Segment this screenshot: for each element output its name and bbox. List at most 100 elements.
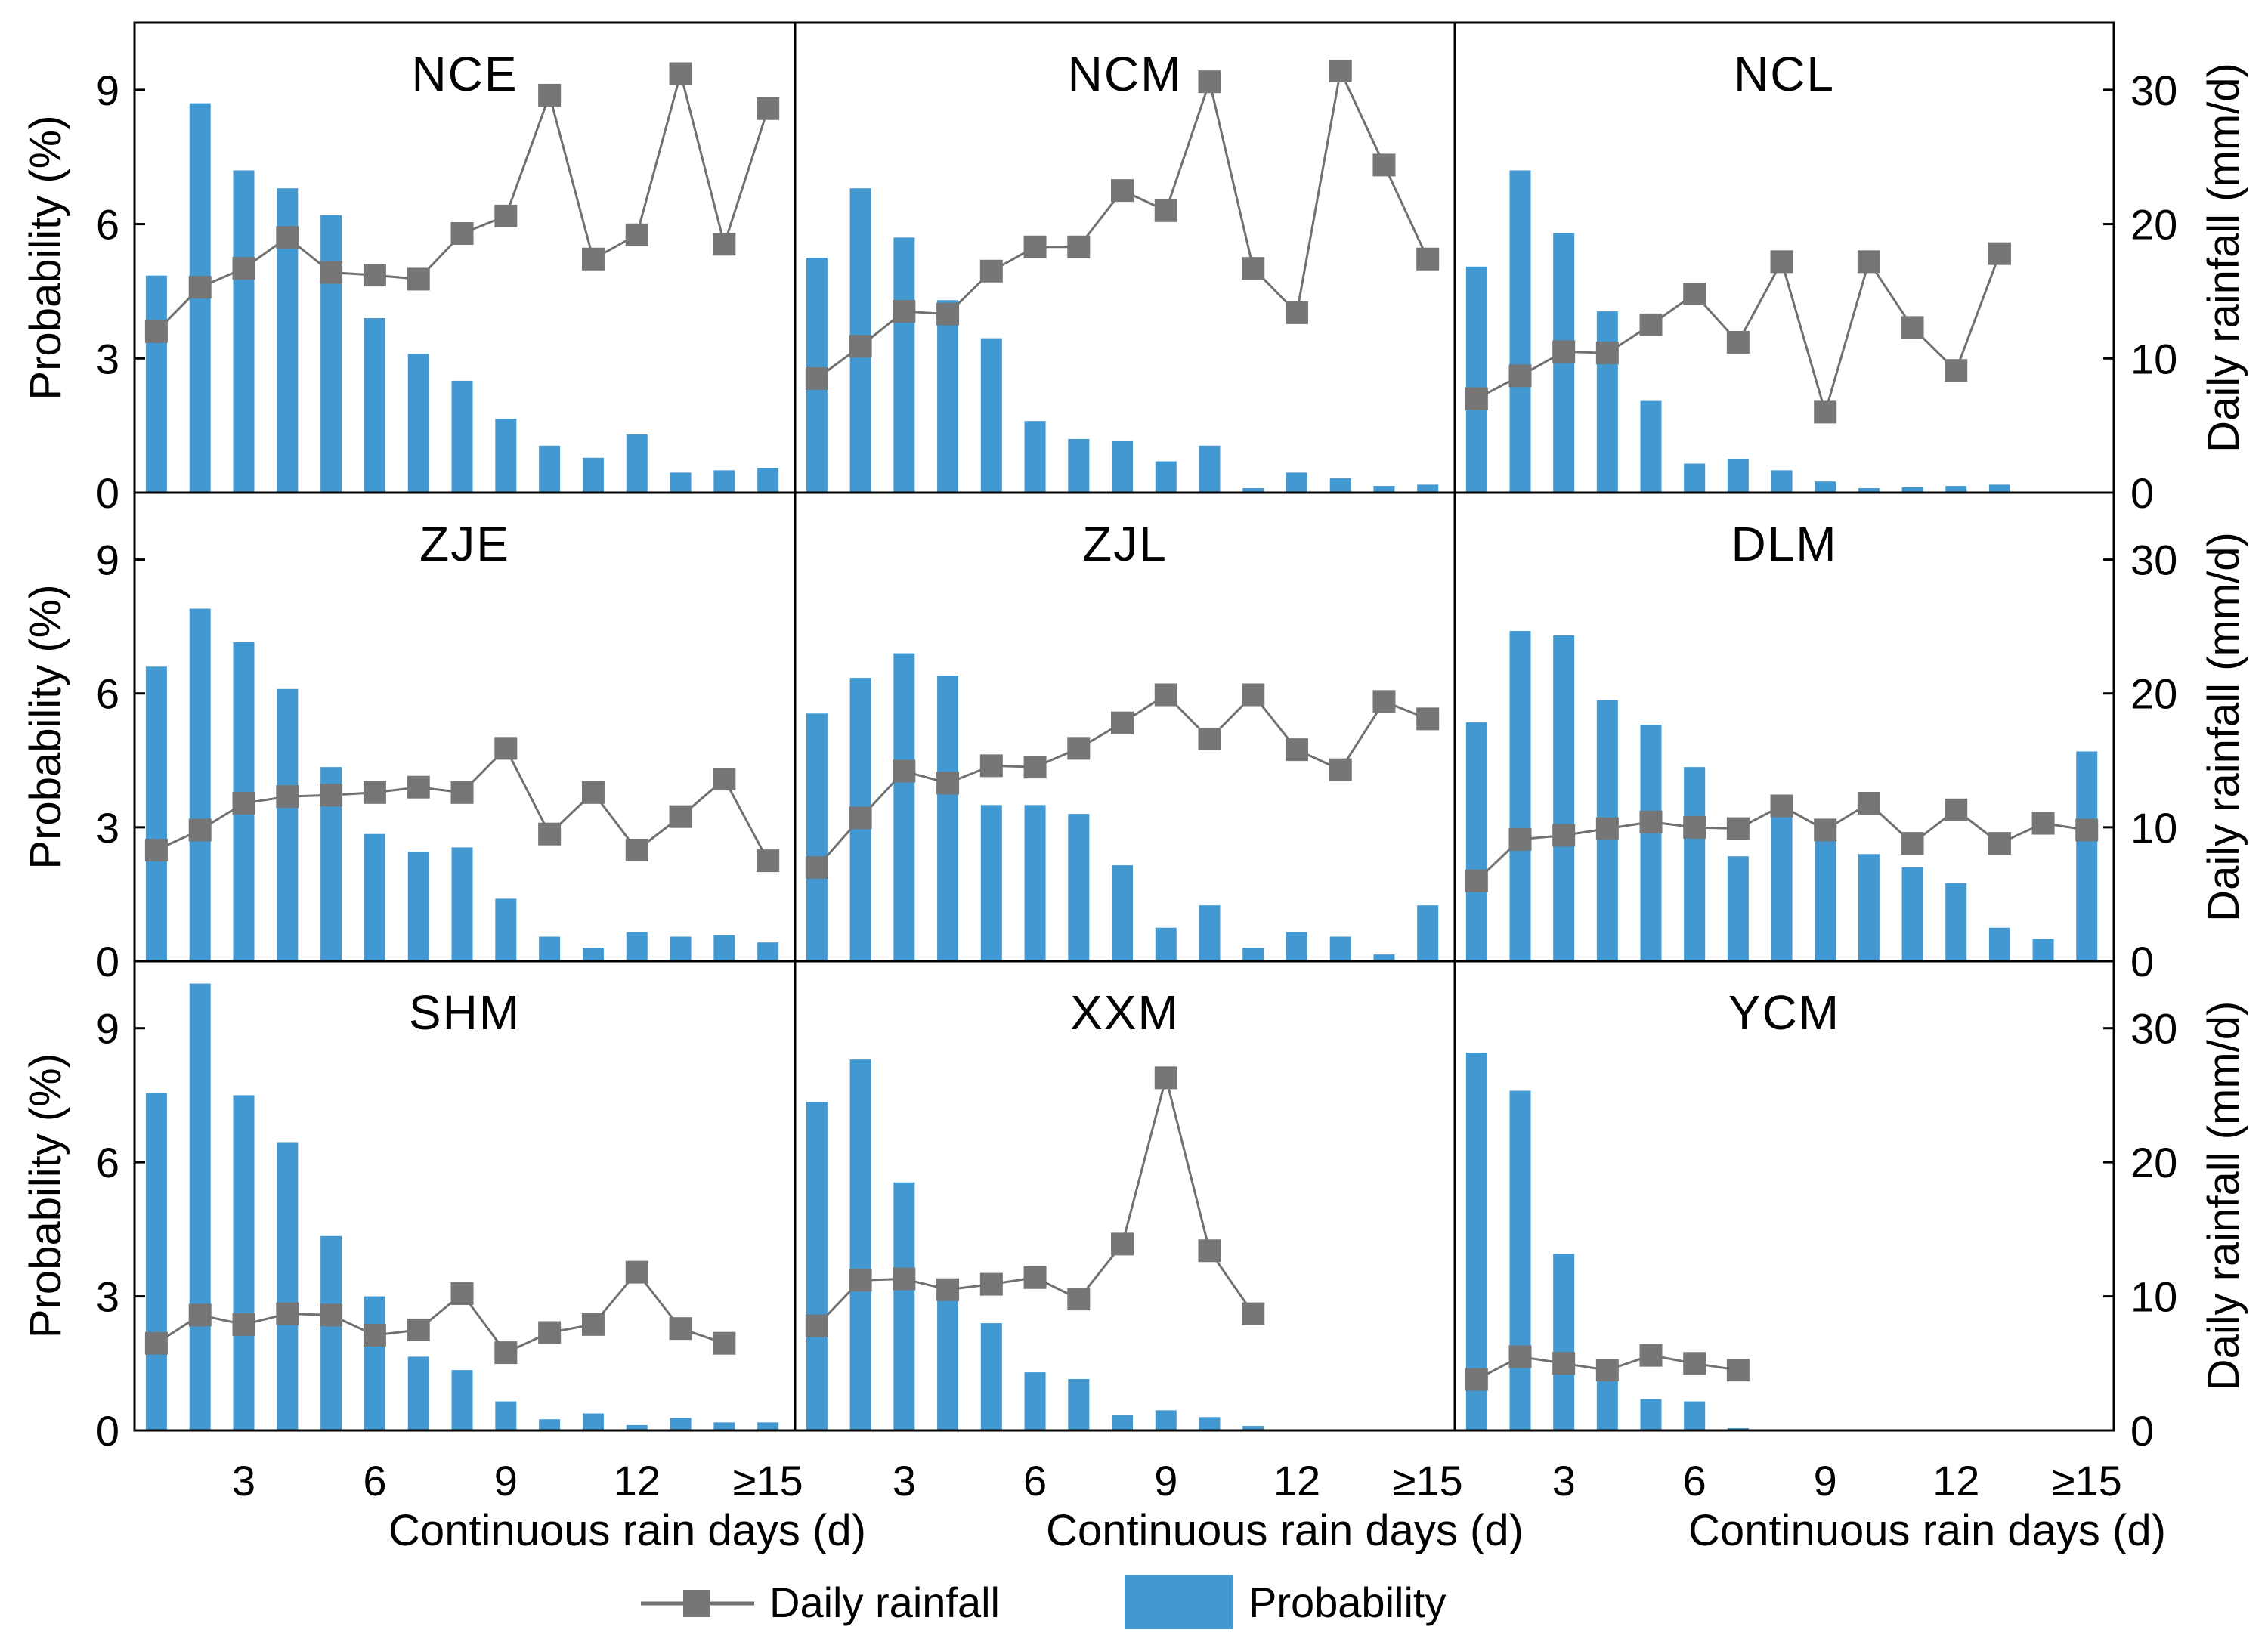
probability-bar bbox=[1509, 1090, 1531, 1430]
probability-bar bbox=[1329, 478, 1351, 493]
daily-rainfall-marker bbox=[276, 785, 299, 809]
daily-rainfall-marker bbox=[713, 233, 736, 256]
daily-rainfall-marker bbox=[144, 320, 168, 343]
left-axis-tick-label: 6 bbox=[96, 1139, 119, 1186]
daily-rainfall-marker bbox=[669, 62, 692, 85]
daily-rainfall-marker bbox=[2031, 812, 2055, 835]
daily-rainfall-marker bbox=[1857, 250, 1880, 274]
daily-rainfall-marker bbox=[232, 1313, 255, 1336]
daily-rainfall-marker bbox=[1726, 330, 1750, 354]
daily-rainfall-marker bbox=[1726, 1359, 1750, 1382]
left-axis-label: Probability (%) bbox=[21, 115, 70, 400]
daily-rainfall-marker bbox=[1111, 711, 1134, 734]
probability-bar bbox=[1553, 1254, 1575, 1430]
probability-bar bbox=[364, 833, 385, 961]
probability-bar bbox=[2032, 939, 2054, 961]
x-axis-tick-label: 9 bbox=[1814, 1457, 1837, 1504]
probability-bar bbox=[1199, 1417, 1221, 1430]
left-axis-tick-label: 9 bbox=[96, 66, 119, 114]
probability-bar bbox=[1286, 472, 1307, 493]
daily-rainfall-marker bbox=[1945, 798, 1968, 821]
probability-bar bbox=[893, 237, 915, 493]
probability-bar bbox=[1286, 932, 1307, 961]
probability-bar bbox=[626, 932, 648, 961]
probability-bar bbox=[495, 1401, 517, 1430]
probability-bar bbox=[1727, 459, 1749, 493]
daily-rainfall-marker bbox=[1154, 1066, 1177, 1090]
daily-rainfall-marker bbox=[1416, 707, 1440, 731]
probability-bar bbox=[320, 1235, 342, 1430]
daily-rainfall-marker bbox=[1508, 827, 1532, 851]
probability-bar bbox=[1068, 814, 1090, 961]
probability-bar bbox=[1945, 486, 1967, 493]
daily-rainfall-marker bbox=[1154, 199, 1177, 222]
probability-bar bbox=[1242, 1426, 1264, 1430]
daily-rainfall-marker bbox=[893, 1267, 916, 1291]
daily-rainfall-marker bbox=[1988, 832, 2011, 855]
panel-title: SHM bbox=[409, 985, 521, 1040]
daily-rainfall-marker bbox=[669, 805, 692, 828]
probability-bar bbox=[1509, 170, 1531, 493]
daily-rainfall-marker bbox=[1595, 1359, 1619, 1382]
probability-bar bbox=[1684, 767, 1706, 961]
x-axis-tick-label: 9 bbox=[1154, 1457, 1177, 1504]
legend: Daily rainfall Probability bbox=[641, 1575, 1446, 1629]
probability-bar bbox=[233, 1095, 255, 1430]
daily-rainfall-marker bbox=[1814, 400, 1837, 424]
daily-rainfall-marker bbox=[1683, 815, 1706, 839]
daily-rainfall-marker bbox=[1988, 242, 2011, 265]
probability-bar bbox=[1509, 631, 1531, 961]
daily-rainfall-marker bbox=[363, 781, 386, 804]
daily-rainfall-marker bbox=[144, 1331, 168, 1355]
left-axis-tick-label: 3 bbox=[96, 1273, 119, 1321]
daily-rainfall-marker bbox=[669, 1317, 692, 1341]
probability-bar bbox=[670, 1418, 692, 1430]
daily-rainfall-marker bbox=[1770, 794, 1793, 818]
x-axis-label-middle: Continuous rain days (d) bbox=[1046, 1506, 1524, 1555]
probability-bar bbox=[1024, 805, 1046, 961]
probability-bar bbox=[1465, 266, 1487, 493]
x-axis-tick-label: 12 bbox=[614, 1457, 661, 1504]
daily-rainfall-marker bbox=[1901, 316, 1924, 339]
probability-bar bbox=[1329, 936, 1351, 961]
probability-bar bbox=[980, 1323, 1002, 1430]
probability-bar bbox=[277, 688, 299, 961]
probability-bar bbox=[1945, 883, 1967, 961]
right-axis-tick-label: 30 bbox=[2130, 537, 2177, 584]
legend-marker-swatch bbox=[683, 1590, 710, 1617]
probability-bar bbox=[1373, 486, 1395, 493]
probability-bar bbox=[495, 898, 517, 961]
probability-bar bbox=[1640, 725, 1662, 961]
daily-rainfall-marker bbox=[407, 775, 430, 799]
probability-bar bbox=[145, 1093, 167, 1430]
x-axis-tick-label: 12 bbox=[1273, 1457, 1320, 1504]
probability-bar bbox=[1068, 438, 1090, 493]
daily-rainfall-marker bbox=[1508, 364, 1532, 388]
daily-rainfall-marker bbox=[1465, 387, 1488, 410]
probability-bar bbox=[1155, 461, 1177, 493]
daily-rainfall-marker bbox=[494, 1341, 518, 1365]
probability-bar bbox=[893, 653, 915, 961]
daily-rainfall-marker bbox=[1198, 70, 1221, 94]
probability-bar bbox=[670, 472, 692, 493]
legend-daily-rainfall-label: Daily rainfall bbox=[769, 1579, 1000, 1626]
probability-bar bbox=[145, 275, 167, 493]
daily-rainfall-marker bbox=[849, 1269, 872, 1292]
probability-bar bbox=[1640, 1399, 1662, 1430]
probability-bar bbox=[1155, 1410, 1177, 1430]
daily-rainfall-marker bbox=[363, 264, 386, 287]
probability-bar bbox=[1858, 488, 1880, 493]
probability-bar bbox=[320, 215, 342, 493]
daily-rainfall-marker bbox=[1198, 1239, 1221, 1263]
daily-rainfall-marker bbox=[320, 1303, 343, 1327]
left-axis-tick-label: 0 bbox=[96, 938, 119, 985]
x-axis-tick-label: 3 bbox=[893, 1457, 916, 1504]
probability-bar bbox=[980, 805, 1002, 961]
daily-rainfall-marker bbox=[1023, 756, 1047, 779]
daily-rainfall-marker bbox=[936, 302, 960, 326]
daily-rainfall-marker bbox=[805, 1314, 828, 1337]
probability-bar bbox=[233, 170, 255, 493]
probability-bar bbox=[1815, 836, 1836, 961]
right-axis-label: Daily rainfall (mm/d) bbox=[2199, 532, 2248, 922]
right-axis-tick-label: 20 bbox=[2130, 1139, 2177, 1186]
